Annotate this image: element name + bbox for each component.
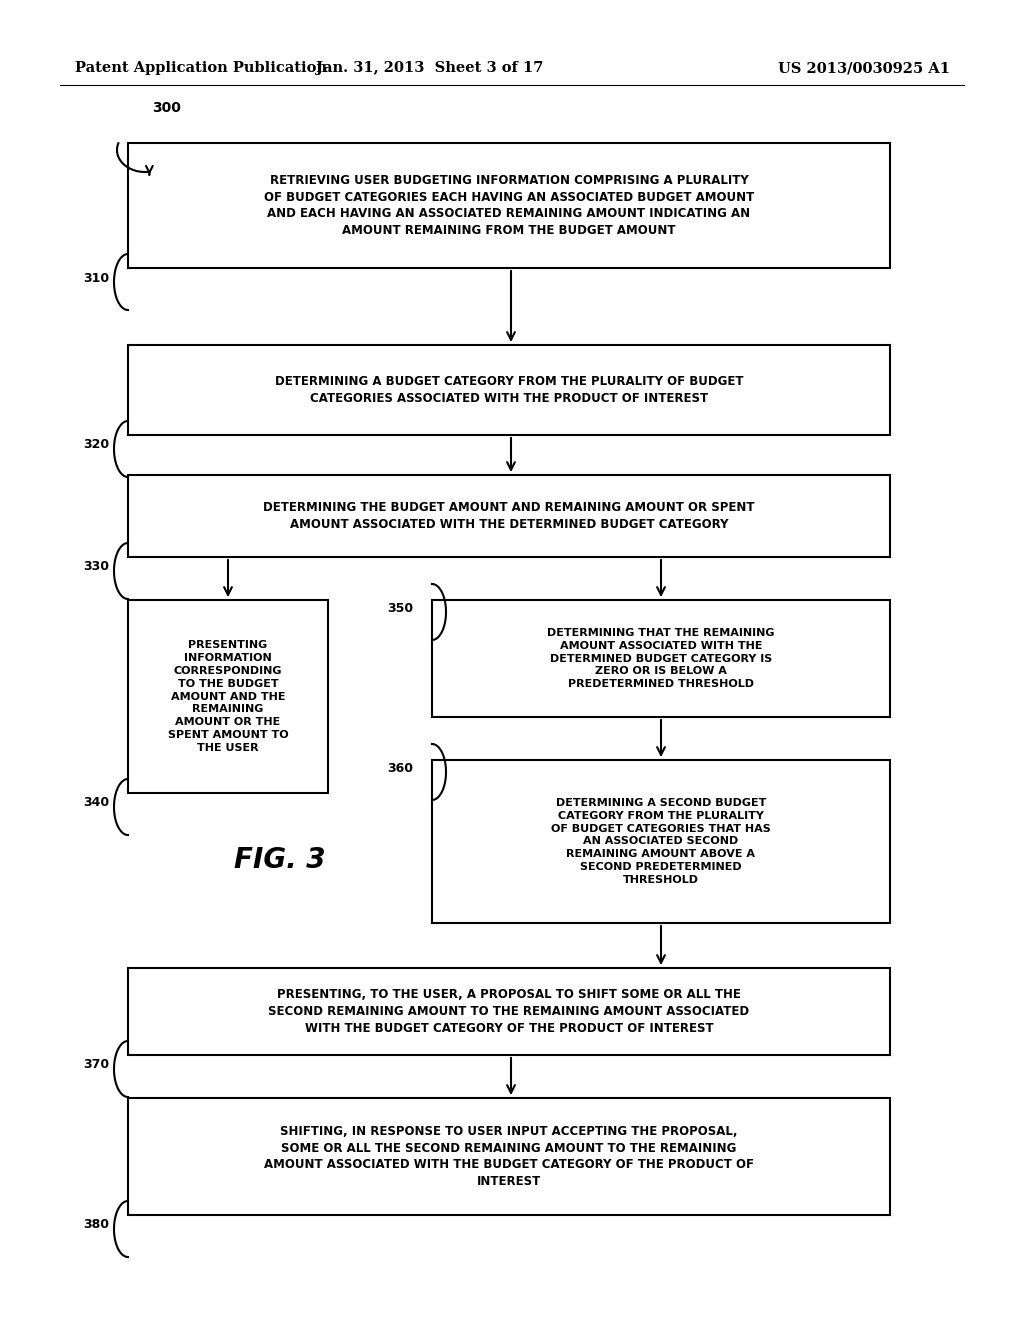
Text: FIG. 3: FIG. 3 — [234, 846, 326, 874]
Text: PRESENTING
INFORMATION
CORRESPONDING
TO THE BUDGET
AMOUNT AND THE
REMAINING
AMOU: PRESENTING INFORMATION CORRESPONDING TO … — [168, 640, 289, 752]
Text: RETRIEVING USER BUDGETING INFORMATION COMPRISING A PLURALITY
OF BUDGET CATEGORIE: RETRIEVING USER BUDGETING INFORMATION CO… — [264, 174, 754, 236]
Text: 300: 300 — [152, 102, 181, 115]
Text: 340: 340 — [83, 796, 109, 809]
Text: PRESENTING, TO THE USER, A PROPOSAL TO SHIFT SOME OR ALL THE
SECOND REMAINING AM: PRESENTING, TO THE USER, A PROPOSAL TO S… — [268, 989, 750, 1035]
Text: 360: 360 — [387, 762, 413, 775]
Bar — [128, 345, 890, 436]
Bar — [128, 143, 890, 268]
Bar — [128, 1098, 890, 1214]
Text: 320: 320 — [83, 438, 109, 451]
Text: Patent Application Publication: Patent Application Publication — [75, 61, 327, 75]
Text: 310: 310 — [83, 272, 109, 285]
Text: 350: 350 — [387, 602, 413, 615]
Text: US 2013/0030925 A1: US 2013/0030925 A1 — [778, 61, 950, 75]
Bar — [128, 968, 890, 1055]
Text: Jan. 31, 2013  Sheet 3 of 17: Jan. 31, 2013 Sheet 3 of 17 — [316, 61, 544, 75]
Text: DETERMINING THE BUDGET AMOUNT AND REMAINING AMOUNT OR SPENT
AMOUNT ASSOCIATED WI: DETERMINING THE BUDGET AMOUNT AND REMAIN… — [263, 502, 755, 531]
Text: DETERMINING A SECOND BUDGET
CATEGORY FROM THE PLURALITY
OF BUDGET CATEGORIES THA: DETERMINING A SECOND BUDGET CATEGORY FRO… — [551, 799, 771, 884]
Text: 380: 380 — [83, 1218, 109, 1232]
Bar — [432, 601, 890, 717]
Text: DETERMINING A BUDGET CATEGORY FROM THE PLURALITY OF BUDGET
CATEGORIES ASSOCIATED: DETERMINING A BUDGET CATEGORY FROM THE P… — [274, 375, 743, 405]
Text: 330: 330 — [83, 561, 109, 573]
Text: DETERMINING THAT THE REMAINING
AMOUNT ASSOCIATED WITH THE
DETERMINED BUDGET CATE: DETERMINING THAT THE REMAINING AMOUNT AS… — [547, 628, 775, 689]
Text: SHIFTING, IN RESPONSE TO USER INPUT ACCEPTING THE PROPOSAL,
SOME OR ALL THE SECO: SHIFTING, IN RESPONSE TO USER INPUT ACCE… — [264, 1125, 754, 1188]
Text: 370: 370 — [83, 1059, 109, 1072]
Bar — [432, 760, 890, 923]
Bar — [128, 475, 890, 557]
Bar — [128, 601, 328, 793]
